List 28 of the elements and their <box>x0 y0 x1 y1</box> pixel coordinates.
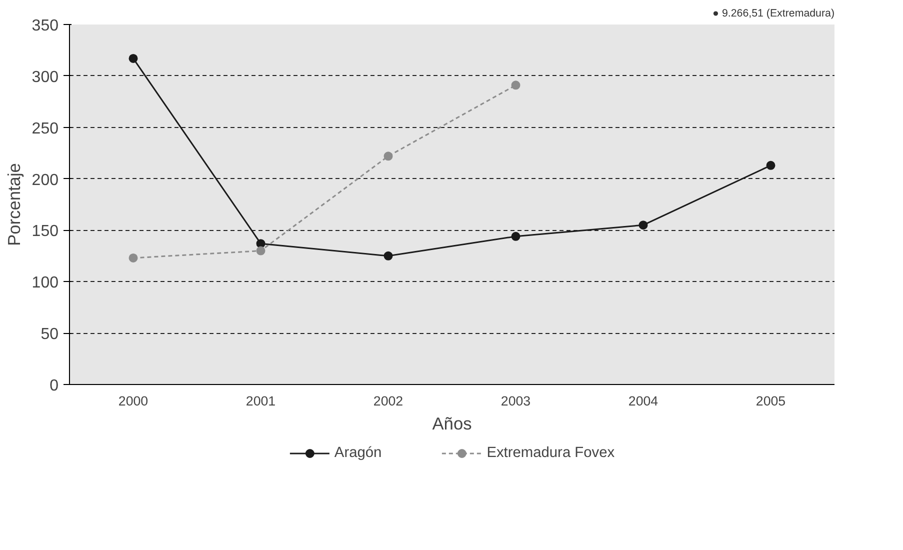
y-axis-title: Porcentaje <box>4 163 24 246</box>
point <box>638 220 648 230</box>
y-tick-label: 300 <box>32 68 59 86</box>
point <box>128 54 138 63</box>
y-tick-label: 250 <box>32 120 59 138</box>
point <box>128 253 138 262</box>
legend-label: Extremadura Fovex <box>486 445 615 461</box>
y-tick-label: 0 <box>50 378 59 394</box>
x-tick-label: 2002 <box>373 394 404 408</box>
y-tick-label: 200 <box>32 172 59 189</box>
point <box>256 246 266 256</box>
point <box>384 251 393 260</box>
x-tick-label: 2000 <box>118 394 148 408</box>
y-tick-label: 50 <box>40 326 59 344</box>
x-tick-label: 2003 <box>500 394 531 408</box>
point <box>384 152 393 161</box>
y-tick-label: 100 <box>32 274 59 292</box>
point <box>511 80 520 90</box>
y-tick-label: 350 <box>32 18 59 34</box>
x-tick-label: 2004 <box>628 394 659 408</box>
x-tick-label: 2005 <box>756 394 786 408</box>
text: ● 9.266,51 (Extremadura) <box>712 8 835 20</box>
point <box>766 160 776 170</box>
legend-label: Aragón <box>334 445 382 461</box>
x-axis-title: Años <box>432 414 472 434</box>
point <box>511 232 520 241</box>
x-tick-label: 2001 <box>246 394 276 408</box>
y-tick-label: 150 <box>32 223 59 240</box>
